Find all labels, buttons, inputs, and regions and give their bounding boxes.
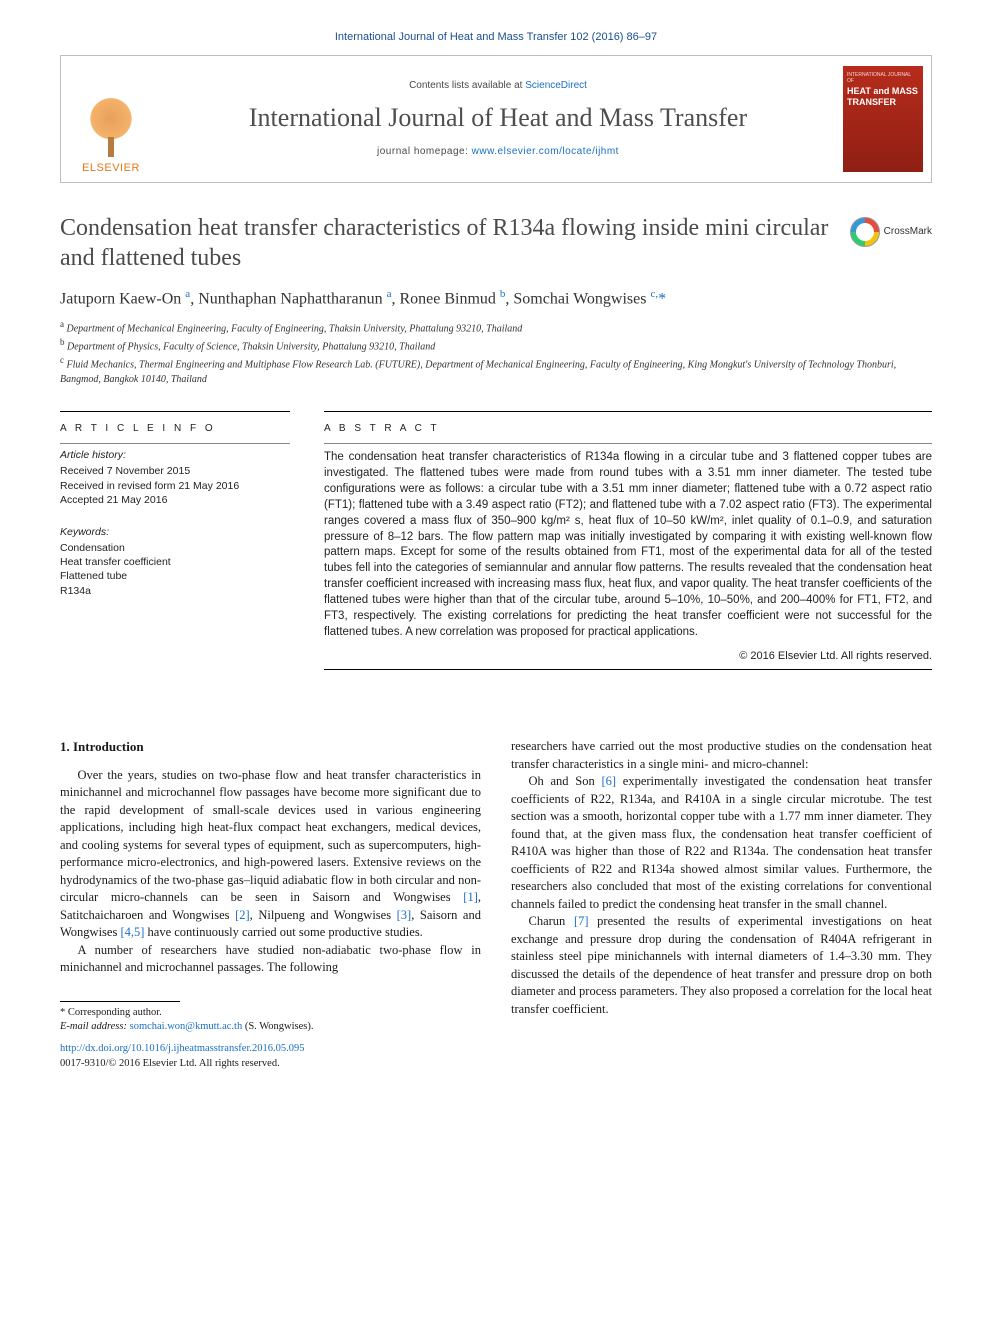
email-label: E-mail address: xyxy=(60,1021,130,1032)
cover-line1: INTERNATIONAL JOURNAL OF xyxy=(847,72,919,84)
publisher-logo-block: ELSEVIER xyxy=(61,56,161,182)
journal-reference: International Journal of Heat and Mass T… xyxy=(60,30,932,45)
p1-text: Over the years, studies on two-phase flo… xyxy=(60,768,481,905)
ref-2-link[interactable]: [2] xyxy=(235,908,250,922)
cover-line2: HEAT and MASS xyxy=(847,86,919,97)
homepage-prefix: journal homepage: xyxy=(377,146,472,157)
footnotes: * Corresponding author. E-mail address: … xyxy=(60,1006,481,1034)
col2-continuation: researchers have carried out the most pr… xyxy=(511,738,932,773)
ref-45-link[interactable]: [4,5] xyxy=(120,925,144,939)
article-body: 1. Introduction Over the years, studies … xyxy=(60,738,932,1071)
ref-7-link[interactable]: [7] xyxy=(574,914,589,928)
affiliation-a-text: Department of Mechanical Engineering, Fa… xyxy=(67,323,523,334)
doi-link[interactable]: http://dx.doi.org/10.1016/j.ijheatmasstr… xyxy=(60,1043,305,1054)
abstract-column: A B S T R A C T The condensation heat tr… xyxy=(324,405,932,681)
article-info-column: A R T I C L E I N F O Article history: R… xyxy=(60,405,290,681)
journal-cover-thumbnail: INTERNATIONAL JOURNAL OF HEAT and MASS T… xyxy=(843,66,923,172)
publisher-name: ELSEVIER xyxy=(82,161,140,176)
p1-tail2: , Nilpueng and Wongwises xyxy=(250,908,397,922)
p1-tail4: have continuously carried out some produ… xyxy=(144,925,422,939)
crossmark-label: CrossMark xyxy=(884,225,932,239)
charun-para: Charun [7] presented the results of expe… xyxy=(511,913,932,1018)
sciencedirect-link[interactable]: ScienceDirect xyxy=(525,80,587,91)
abstract-text: The condensation heat transfer character… xyxy=(324,450,932,640)
authors-line: Jatuporn Kaew-On a, Nunthaphan Naphattha… xyxy=(60,287,932,310)
ref-3-link[interactable]: [3] xyxy=(397,908,412,922)
contents-prefix: Contents lists available at xyxy=(409,80,525,91)
corresponding-author-note: * Corresponding author. xyxy=(60,1006,481,1020)
abstract-copyright: © 2016 Elsevier Ltd. All rights reserved… xyxy=(324,649,932,664)
affiliation-a: a Department of Mechanical Engineering, … xyxy=(60,318,932,336)
accepted-date: Accepted 21 May 2016 xyxy=(60,493,290,507)
intro-para-2: A number of researchers have studied non… xyxy=(60,942,481,977)
abstract-heading: A B S T R A C T xyxy=(324,422,932,436)
journal-header: ELSEVIER Contents lists available at Sci… xyxy=(60,55,932,183)
intro-para-1: Over the years, studies on two-phase flo… xyxy=(60,767,481,942)
affiliation-b: b Department of Physics, Faculty of Scie… xyxy=(60,336,932,354)
affiliation-c-text: Fluid Mechanics, Thermal Engineering and… xyxy=(60,360,896,385)
header-center: Contents lists available at ScienceDirec… xyxy=(161,56,835,182)
article-title: Condensation heat transfer characteristi… xyxy=(60,213,838,273)
email-tail: (S. Wongwises). xyxy=(242,1021,313,1032)
issn-copyright: 0017-9310/© 2016 Elsevier Ltd. All right… xyxy=(60,1058,280,1069)
keyword-3: R134a xyxy=(60,584,290,598)
affiliation-b-text: Department of Physics, Faculty of Scienc… xyxy=(67,341,435,352)
article-history-head: Article history: xyxy=(60,448,290,462)
ref-6-link[interactable]: [6] xyxy=(601,774,616,788)
footnote-rule xyxy=(60,1001,180,1002)
p4a: Oh and Son xyxy=(529,774,602,788)
journal-name: International Journal of Heat and Mass T… xyxy=(249,100,747,135)
corresponding-email-link[interactable]: somchai.won@kmutt.ac.th xyxy=(130,1021,243,1032)
revised-date: Received in revised form 21 May 2016 xyxy=(60,479,290,493)
contents-available-line: Contents lists available at ScienceDirec… xyxy=(409,79,587,93)
crossmark-icon xyxy=(850,217,880,247)
elsevier-tree-icon xyxy=(81,97,141,159)
journal-homepage-link[interactable]: www.elsevier.com/locate/ijhmt xyxy=(472,146,619,157)
keywords-head: Keywords: xyxy=(60,525,290,539)
oh-son-para: Oh and Son [6] experimentally investigat… xyxy=(511,773,932,913)
keyword-1: Heat transfer coefficient xyxy=(60,555,290,569)
crossmark-badge-group[interactable]: CrossMark xyxy=(850,217,932,247)
received-date: Received 7 November 2015 xyxy=(60,464,290,478)
affiliations: a Department of Mechanical Engineering, … xyxy=(60,318,932,387)
email-line: E-mail address: somchai.won@kmutt.ac.th … xyxy=(60,1020,481,1034)
ref-1-link[interactable]: [1] xyxy=(463,890,478,904)
p5b: presented the results of experimental in… xyxy=(511,914,932,1016)
affiliation-c: c Fluid Mechanics, Thermal Engineering a… xyxy=(60,354,932,386)
cover-line3: TRANSFER xyxy=(847,97,919,108)
keyword-0: Condensation xyxy=(60,541,290,555)
article-info-heading: A R T I C L E I N F O xyxy=(60,422,290,436)
cover-thumb-wrap: INTERNATIONAL JOURNAL OF HEAT and MASS T… xyxy=(835,56,931,182)
doi-block: http://dx.doi.org/10.1016/j.ijheatmasstr… xyxy=(60,1042,481,1071)
p4b: experimentally investigated the condensa… xyxy=(511,774,932,911)
p5a: Charun xyxy=(529,914,574,928)
keyword-2: Flattened tube xyxy=(60,569,290,583)
section-1-heading: 1. Introduction xyxy=(60,738,481,756)
journal-homepage-line: journal homepage: www.elsevier.com/locat… xyxy=(377,145,619,159)
